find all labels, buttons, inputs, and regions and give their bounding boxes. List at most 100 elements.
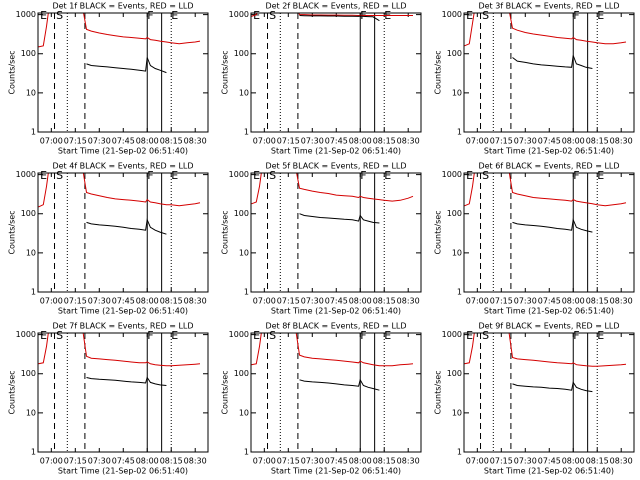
series-line <box>251 333 414 367</box>
y-tick-label: 1 <box>31 288 36 297</box>
plot-frame <box>250 172 422 293</box>
x-tick-label: 08:00 <box>349 297 372 306</box>
series-line <box>464 13 627 47</box>
y-axis-label: Counts/sec <box>221 50 230 94</box>
annotation: E <box>384 169 391 182</box>
y-tick-label: 10 <box>26 408 36 417</box>
y-tick-label: 1000 <box>16 10 36 19</box>
y-tick-label: 10 <box>239 408 249 417</box>
annotation: E <box>384 329 391 342</box>
series-line <box>38 13 201 48</box>
x-tick-label: 08:15 <box>160 297 183 306</box>
y-axis-label: Counts/sec <box>8 50 17 94</box>
series-line <box>512 217 593 233</box>
annotation: S <box>482 329 489 342</box>
y-tick-label: 100 <box>21 369 36 378</box>
x-tick-label: 07:15 <box>277 137 300 146</box>
annotation: E <box>253 9 260 22</box>
x-tick-label: 08:15 <box>160 457 183 466</box>
y-tick-label: 10 <box>452 408 462 417</box>
y-tick-label: 10 <box>239 248 249 257</box>
x-tick-label: 07:45 <box>538 137 561 146</box>
annotation: F <box>573 329 579 342</box>
x-tick-label: 07:30 <box>301 297 324 306</box>
series-line <box>251 13 413 17</box>
y-tick-label: 100 <box>234 49 249 58</box>
series-line <box>512 55 593 69</box>
x-axis-label: Start Time (21-Sep-02 06:51:40) <box>271 307 401 316</box>
series-line <box>299 213 380 224</box>
x-tick-label: 08:00 <box>562 137 585 146</box>
y-axis-label: Counts/sec <box>221 210 230 254</box>
y-axis-label: Counts/sec <box>221 370 230 414</box>
annotation: E <box>171 329 178 342</box>
x-tick-label: 07:30 <box>88 457 111 466</box>
x-tick-label: 07:15 <box>490 297 513 306</box>
series-line <box>38 333 201 367</box>
x-tick-label: 07:15 <box>277 457 300 466</box>
y-tick-label: 1 <box>31 448 36 457</box>
y-tick-label: 100 <box>21 49 36 58</box>
y-tick-label: 1 <box>457 448 462 457</box>
y-tick-label: 1 <box>457 288 462 297</box>
x-tick-label: 07:30 <box>88 297 111 306</box>
plot-frame <box>37 12 209 133</box>
x-tick-label: 07:45 <box>538 457 561 466</box>
annotation: S <box>482 169 489 182</box>
plot-frame <box>37 172 209 293</box>
y-tick-label: 1 <box>244 288 249 297</box>
y-tick-label: 1 <box>31 128 36 137</box>
panel: Det 7f BLACK = Events, RED = LLD Start Ti… <box>8 322 209 476</box>
y-tick-label: 10 <box>239 88 249 97</box>
x-tick-label: 07:30 <box>88 137 111 146</box>
x-tick-label: 08:30 <box>397 457 420 466</box>
y-tick-label: 1000 <box>442 170 462 179</box>
x-tick-label: 08:30 <box>610 137 633 146</box>
annotation: F <box>360 329 366 342</box>
annotation: S <box>56 169 63 182</box>
x-tick-label: 08:00 <box>349 137 372 146</box>
x-tick-label: 07:15 <box>277 297 300 306</box>
x-tick-label: 08:30 <box>184 457 207 466</box>
x-tick-label: 07:00 <box>253 137 276 146</box>
plot-frame <box>250 332 422 453</box>
x-tick-label: 08:30 <box>184 297 207 306</box>
y-tick-label: 1000 <box>229 330 249 339</box>
x-tick-label: 08:15 <box>160 137 183 146</box>
x-tick-label: 07:30 <box>514 297 537 306</box>
x-tick-label: 08:00 <box>136 457 159 466</box>
y-tick-label: 100 <box>234 209 249 218</box>
y-axis-label: Counts/sec <box>434 210 443 254</box>
panel: Det 6f BLACK = Events, RED = LLD Start Ti… <box>434 162 635 316</box>
annotation: E <box>466 169 473 182</box>
panel: Det 4f BLACK = Events, RED = LLD Start Ti… <box>8 162 209 316</box>
x-tick-label: 07:45 <box>112 137 135 146</box>
y-axis-label: Counts/sec <box>434 50 443 94</box>
panel: Det 3f BLACK = Events, RED = LLD Start Ti… <box>434 2 635 156</box>
y-tick-label: 100 <box>447 369 462 378</box>
x-tick-label: 08:00 <box>349 457 372 466</box>
plot-frame <box>463 172 635 293</box>
x-axis-label: Start Time (21-Sep-02 06:51:40) <box>484 147 614 156</box>
x-tick-label: 07:00 <box>466 457 489 466</box>
x-axis-label: Start Time (21-Sep-02 06:51:40) <box>58 467 188 476</box>
y-axis-label: Counts/sec <box>8 210 17 254</box>
x-tick-label: 08:30 <box>397 297 420 306</box>
chart-title: Det 4f BLACK = Events, RED = LLD <box>52 162 193 171</box>
x-tick-label: 08:00 <box>562 457 585 466</box>
x-tick-label: 08:15 <box>586 297 609 306</box>
annotation: S <box>269 9 276 22</box>
x-tick-label: 07:15 <box>490 137 513 146</box>
x-tick-label: 08:00 <box>136 137 159 146</box>
panel: Det 8f BLACK = Events, RED = LLD Start Ti… <box>221 322 422 476</box>
x-tick-label: 07:00 <box>40 137 63 146</box>
x-tick-label: 07:00 <box>40 297 63 306</box>
y-tick-label: 10 <box>452 88 462 97</box>
annotation: E <box>466 329 473 342</box>
series-line <box>86 217 167 235</box>
series-line <box>86 376 167 386</box>
y-tick-label: 1000 <box>442 330 462 339</box>
panel: Det 5f BLACK = Events, RED = LLD Start Ti… <box>221 162 422 316</box>
x-tick-label: 07:00 <box>466 297 489 306</box>
